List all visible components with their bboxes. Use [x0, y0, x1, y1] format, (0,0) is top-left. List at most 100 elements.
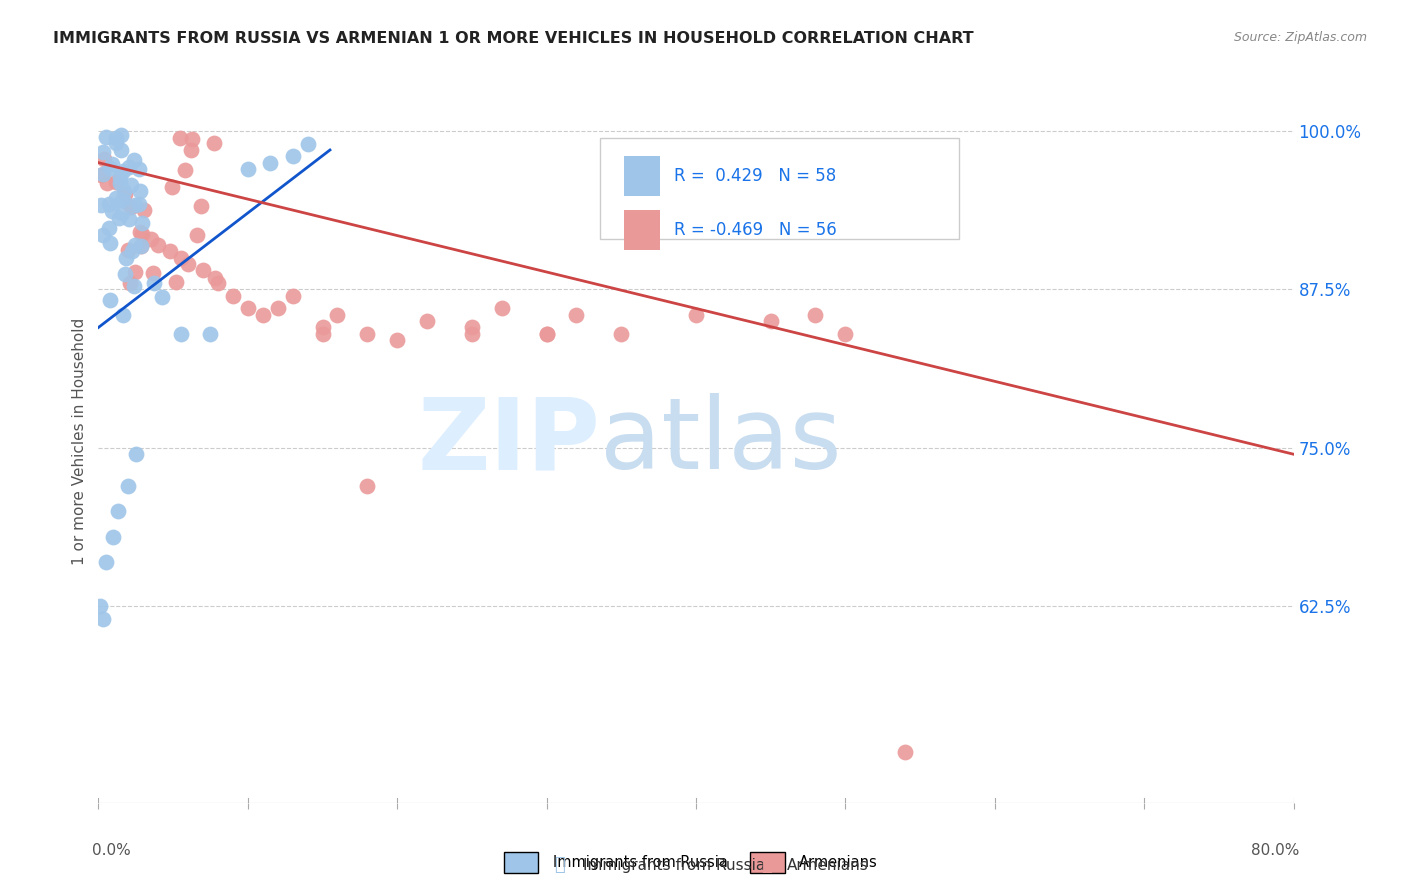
Point: [159, 244, 181, 259]
Point: [297, 136, 319, 151]
Point: [105, 136, 128, 150]
Point: [132, 203, 155, 218]
Point: [110, 143, 132, 157]
Point: [804, 308, 827, 322]
FancyBboxPatch shape: [600, 138, 959, 239]
Point: [834, 326, 856, 341]
Point: [98, 161, 121, 175]
Point: [222, 289, 245, 303]
Point: [236, 161, 259, 176]
Point: [91, 227, 114, 242]
Point: [108, 211, 131, 225]
FancyBboxPatch shape: [503, 852, 538, 873]
Point: [98, 293, 121, 307]
Point: [200, 326, 222, 341]
Text: Immigrants from Russia: Immigrants from Russia: [583, 858, 766, 872]
Point: [281, 289, 304, 303]
Point: [110, 128, 132, 143]
Text: IMMIGRANTS FROM RUSSIA VS ARMENIAN 1 OR MORE VEHICLES IN HOUSEHOLD CORRELATION C: IMMIGRANTS FROM RUSSIA VS ARMENIAN 1 OR …: [53, 31, 974, 46]
Point: [565, 308, 588, 322]
Point: [536, 326, 558, 341]
Text: Immigrants from Russia: Immigrants from Russia: [554, 855, 728, 870]
Point: [122, 279, 145, 293]
Point: [120, 178, 142, 193]
Point: [202, 136, 225, 151]
Point: [610, 326, 633, 341]
Point: [326, 308, 349, 322]
Point: [180, 143, 202, 157]
Point: [94, 555, 117, 569]
Point: [169, 251, 191, 265]
Point: [108, 170, 131, 185]
Point: [96, 176, 118, 190]
FancyBboxPatch shape: [751, 852, 785, 873]
Point: [131, 216, 153, 230]
Point: [91, 145, 114, 159]
Point: [90, 168, 112, 182]
Point: [259, 155, 281, 169]
Point: [685, 308, 707, 322]
Point: [160, 180, 183, 194]
Point: [97, 221, 120, 235]
Point: [90, 198, 112, 212]
Point: [128, 197, 150, 211]
Point: [236, 301, 259, 316]
Point: [91, 168, 114, 182]
Point: [112, 184, 135, 198]
Point: [100, 203, 122, 218]
Text: Source: ZipAtlas.com: Source: ZipAtlas.com: [1233, 31, 1367, 45]
Point: [311, 320, 333, 334]
Point: [111, 206, 134, 220]
Point: [111, 308, 134, 322]
Point: [461, 320, 484, 334]
Point: [108, 176, 131, 190]
Point: [461, 326, 484, 341]
Text: 80.0%: 80.0%: [1251, 843, 1299, 857]
Point: [165, 275, 187, 289]
Text: R = -0.469   N = 56: R = -0.469 N = 56: [675, 221, 837, 239]
Point: [103, 530, 125, 544]
Point: [121, 244, 143, 258]
Point: [114, 267, 136, 281]
Point: [110, 193, 132, 207]
Point: [204, 271, 226, 285]
Point: [98, 196, 121, 211]
Point: [111, 164, 134, 178]
Point: [148, 238, 170, 252]
Point: [281, 149, 304, 163]
Point: [150, 290, 173, 304]
Text: 0.0%: 0.0%: [93, 843, 131, 857]
Point: [115, 251, 138, 265]
Text: atlas: atlas: [600, 393, 842, 490]
Y-axis label: 1 or more Vehicles in Household: 1 or more Vehicles in Household: [72, 318, 87, 566]
Point: [120, 200, 142, 214]
Point: [252, 308, 274, 322]
Point: [105, 175, 128, 189]
Point: [117, 479, 139, 493]
Point: [129, 239, 152, 253]
Point: [124, 238, 146, 252]
Point: [191, 263, 214, 277]
Point: [759, 314, 782, 328]
Point: [98, 235, 121, 250]
Point: [180, 132, 202, 146]
Point: [311, 326, 333, 341]
Point: [267, 301, 290, 316]
Point: [101, 157, 124, 171]
Point: [356, 479, 378, 493]
Point: [190, 199, 212, 213]
Text: ⬜: ⬜: [761, 856, 772, 874]
Point: [120, 276, 142, 290]
Point: [356, 326, 378, 341]
Point: [125, 447, 148, 461]
Point: [169, 130, 191, 145]
Point: [142, 266, 165, 280]
Point: [89, 599, 111, 614]
Point: [129, 238, 152, 252]
Text: Armenians: Armenians: [787, 858, 869, 872]
Point: [131, 227, 153, 241]
Point: [117, 243, 139, 257]
Point: [128, 162, 150, 177]
Point: [174, 162, 197, 177]
Text: ⬜: ⬜: [554, 856, 565, 874]
